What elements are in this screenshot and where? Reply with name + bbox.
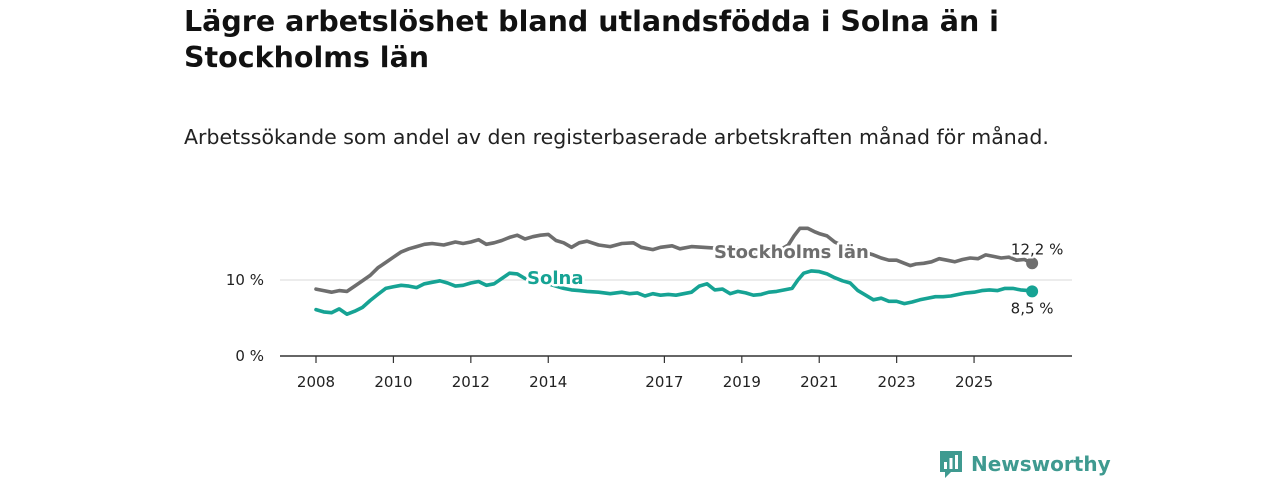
- series-line-stockholms-lan: [314, 226, 1034, 294]
- y-tick-label: 0 %: [235, 347, 264, 365]
- line-chart: Stockholms län 12,2 % Solna 8,5 % 0 % 10 % 20…: [226, 226, 1072, 391]
- x-tick-label: 2010: [374, 373, 412, 391]
- newsworthy-logo-icon: [940, 451, 962, 478]
- x-tick-label: 2023: [878, 373, 916, 391]
- x-tick-label: 2021: [800, 373, 838, 391]
- x-tick-label: 2025: [955, 373, 993, 391]
- chart-subtitle: Arbetssökande som andel av den registerb…: [184, 125, 1049, 149]
- end-marker-solna: [1026, 285, 1039, 298]
- series-label-solna: Solna: [527, 268, 583, 289]
- x-tick-label: 2019: [723, 373, 761, 391]
- series-line-solna: [314, 269, 1034, 316]
- x-tick-label: 2008: [297, 373, 335, 391]
- chart-title: Lägre arbetslöshet bland utlandsfödda i …: [184, 5, 999, 74]
- y-tick-label: 10 %: [226, 271, 264, 289]
- newsworthy-logo-text: Newsworthy: [971, 452, 1111, 476]
- x-tick-label: 2017: [645, 373, 683, 391]
- x-tick-label: 2012: [452, 373, 490, 391]
- end-marker-stockholms-lan: [1026, 257, 1039, 270]
- newsworthy-logo: Newsworthy: [938, 449, 1111, 479]
- series-label-stockholms-lan: Stockholms län: [714, 242, 869, 263]
- end-value-label-solna: 8,5 %: [1011, 299, 1054, 317]
- x-tick-label: 2014: [529, 373, 567, 391]
- end-value-label-stockholms-lan: 12,2 %: [1011, 240, 1063, 258]
